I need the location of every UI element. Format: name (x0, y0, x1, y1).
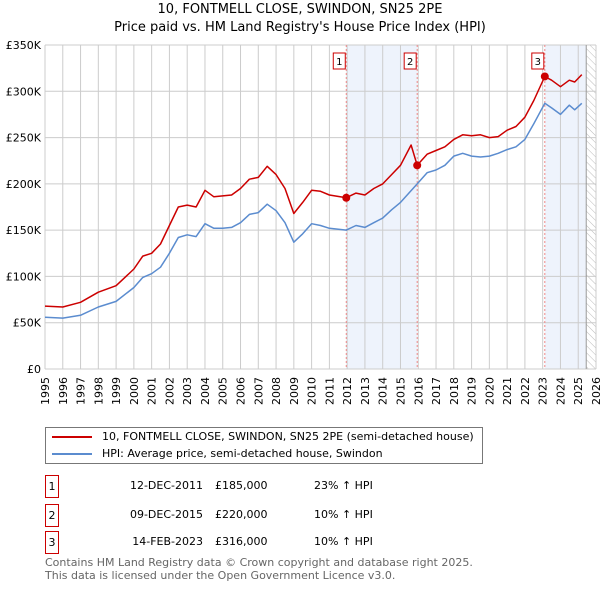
footer-line-1: Contains HM Land Registry data © Crown c… (45, 556, 473, 569)
shaded-region-1-2 (346, 45, 418, 369)
x-tick-label: 2000 (128, 377, 141, 405)
sale-badge (531, 52, 545, 70)
sale-row: 2 09-DEC-2015 £220,000 10% ↑ HPI (45, 504, 445, 528)
x-tick-label: 2015 (394, 377, 407, 405)
legend-label-hpi: HPI: Average price, semi-detached house,… (102, 447, 383, 460)
y-tick-label: £350K (6, 39, 42, 52)
x-tick-label: 2024 (554, 377, 567, 405)
x-tick-label: 2016 (412, 377, 425, 405)
legend-label-property: 10, FONTMELL CLOSE, SWINDON, SN25 2PE (s… (102, 430, 474, 443)
x-tick-label: 2013 (359, 377, 372, 405)
x-tick-label: 2022 (519, 377, 532, 405)
sale-hpi-diff: 10% ↑ HPI (314, 535, 373, 548)
sale-point (413, 161, 422, 170)
hpi-line (44, 102, 583, 319)
sale-badge (403, 52, 417, 70)
x-tick-label: 2003 (181, 377, 194, 405)
legend-item-hpi: HPI: Average price, semi-detached house,… (52, 445, 474, 462)
y-tick-label: £100K (6, 270, 42, 283)
footer: Contains HM Land Registry data © Crown c… (45, 556, 473, 582)
x-tick-label: 1996 (57, 377, 70, 405)
sale-number-badge: 1 (45, 475, 59, 498)
y-tick-label: £150K (6, 224, 42, 237)
x-tick-label: 2008 (270, 377, 283, 405)
x-tick-label: 2018 (448, 377, 461, 405)
legend-swatch-red (52, 435, 92, 438)
sale-row: 3 14-FEB-2023 £316,000 10% ↑ HPI (45, 531, 445, 555)
x-tick-label: 2019 (466, 377, 479, 405)
sale-number-badge: 3 (45, 531, 59, 554)
sale-hpi-diff: 23% ↑ HPI (314, 479, 373, 492)
x-tick-label: 2017 (430, 377, 443, 405)
sale-point (342, 193, 351, 202)
x-tick-label: 2009 (288, 377, 301, 405)
x-tick-label: 2014 (377, 377, 390, 405)
sale-hpi-diff: 10% ↑ HPI (314, 508, 373, 521)
x-tick-label: 2023 (537, 377, 550, 405)
sale-badge-label: 3 (535, 57, 541, 68)
sale-price: £316,000 (215, 535, 268, 548)
x-tick-label: 1995 (39, 377, 52, 405)
x-tick-label: 2007 (252, 377, 265, 405)
sale-badge-label: 1 (336, 57, 342, 68)
x-tick-label: 1999 (110, 377, 123, 405)
chart-title: 10, FONTMELL CLOSE, SWINDON, SN25 2PE (157, 2, 443, 17)
property-price-line (44, 74, 583, 308)
x-tick-label: 2012 (341, 377, 354, 405)
x-tick-label: 1997 (75, 377, 88, 405)
x-tick-label: 2010 (306, 377, 319, 405)
shaded-region-3-end (544, 45, 587, 369)
plot-area: 1995 1996 1997 1998 1999 2000 2001 2002 2003 2004… (6, 39, 600, 405)
x-tick-label: 2025 (572, 377, 585, 405)
sale-point (540, 72, 549, 81)
x-tick-label: 2011 (323, 377, 336, 405)
x-tick-label: 2001 (146, 377, 159, 405)
sale-price: £185,000 (215, 479, 268, 492)
legend-item-property: 10, FONTMELL CLOSE, SWINDON, SN25 2PE (s… (52, 428, 474, 445)
x-tick-label: 1998 (92, 377, 105, 405)
y-tick-label: £0 (27, 363, 41, 376)
x-tick-label: 2005 (217, 377, 230, 405)
y-tick-label: £300K (6, 85, 42, 98)
sale-price: £220,000 (215, 508, 268, 521)
footer-line-2: This data is licensed under the Open Gov… (45, 569, 396, 582)
x-tick-label: 2006 (235, 377, 248, 405)
sale-date: 09-DEC-2015 (129, 508, 203, 521)
y-tick-label: £250K (6, 132, 42, 145)
sale-badge (332, 52, 346, 70)
sale-row: 1 12-DEC-2011 £185,000 23% ↑ HPI (45, 475, 445, 499)
x-tick-label: 2004 (199, 377, 212, 405)
x-tick-label: 2020 (483, 377, 496, 405)
x-tick-label: 2002 (163, 377, 176, 405)
legend: 10, FONTMELL CLOSE, SWINDON, SN25 2PE (s… (45, 427, 483, 464)
sale-date: 14-FEB-2023 (132, 535, 203, 548)
chart-subtitle: Price paid vs. HM Land Registry's House … (114, 20, 486, 35)
x-tick-label: 2026 (590, 377, 600, 405)
legend-swatch-blue (52, 452, 92, 455)
future-hatched-region (586, 45, 596, 369)
y-tick-label: £50K (13, 317, 42, 330)
x-tick-label: 2021 (501, 377, 514, 405)
sale-badge-label: 2 (407, 57, 413, 68)
sale-number-badge: 2 (45, 504, 59, 527)
y-tick-label: £200K (6, 178, 42, 191)
sale-date: 12-DEC-2011 (129, 479, 203, 492)
